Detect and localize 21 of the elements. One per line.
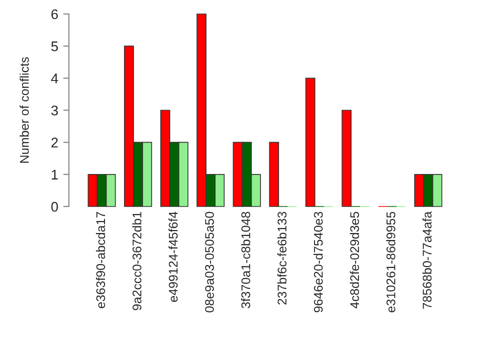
bar: [269, 142, 280, 207]
x-tick-label: 9a2ccc0-3672db1: [132, 212, 142, 310]
x-tick-label: 4c8d2fe-029d3e5: [350, 212, 360, 308]
x-tick-label: e310261-86d9955: [386, 212, 396, 312]
y-tick-label: 4: [51, 74, 58, 84]
bar: [305, 78, 316, 207]
x-tick-label: 78568b0-77a4afa: [422, 211, 432, 309]
x-tick-label: 3f370a1-c8b1048: [241, 212, 250, 308]
y-tick-label: 3: [51, 106, 58, 116]
x-tick-label: e363f90-abcda17: [96, 212, 106, 308]
y-tick-label: 2: [51, 138, 58, 148]
y-tick-label: 1: [52, 170, 58, 180]
x-tick-label: e499124-f45f6f4: [168, 212, 178, 302]
y-tick-label: 6: [51, 9, 58, 20]
x-tick-label: 237bf6c-fe6b133: [277, 212, 286, 305]
bar: [342, 110, 352, 207]
x-tick-label: 08e9a03-0505a50: [205, 212, 214, 312]
y-axis-title: Number of conflicts: [20, 57, 29, 163]
y-tick-label: 0: [51, 202, 58, 212]
y-tick-label: 5: [51, 42, 58, 52]
x-tick-label: 9646e20-d7540e3: [314, 212, 323, 312]
